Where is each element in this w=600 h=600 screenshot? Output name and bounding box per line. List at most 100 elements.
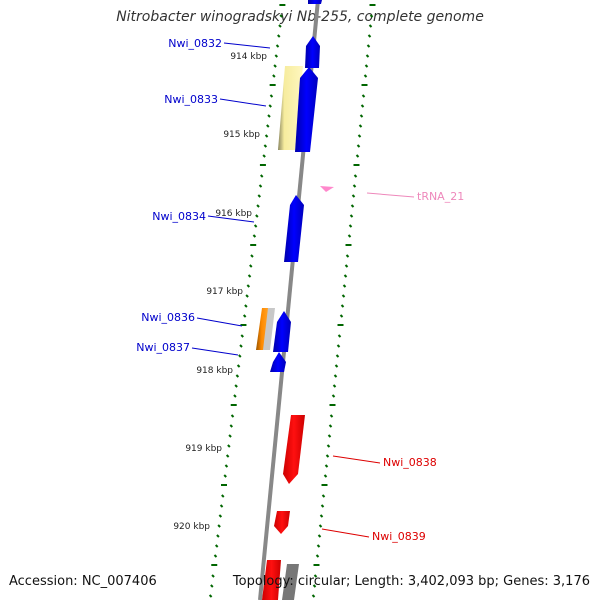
scale-tick — [358, 124, 363, 128]
scale-tick — [258, 184, 263, 188]
scale-tick — [324, 464, 329, 468]
gene-arrow-nwi-0837-a[interactable] — [273, 311, 291, 352]
scale-tick — [367, 34, 372, 38]
gene-label-nwi-0833[interactable]: Nwi_0833 — [164, 93, 218, 106]
scale-tick — [219, 504, 224, 508]
gene-label-nwi-0832[interactable]: Nwi_0832 — [168, 37, 222, 50]
scale-tick — [256, 204, 260, 208]
scale-label-919: 919 kbp — [185, 444, 222, 454]
scale-tick — [341, 294, 346, 298]
scale-tick — [355, 154, 360, 158]
scale-tick — [328, 424, 333, 428]
scale-tick — [230, 414, 235, 418]
scale-tick — [311, 594, 316, 598]
scale-tick — [208, 594, 213, 598]
scale-tick — [229, 424, 233, 428]
scale-tick — [233, 394, 237, 398]
scale-tick — [266, 124, 270, 128]
gene-label-nwi-0834[interactable]: Nwi_0834 — [152, 210, 206, 223]
scale-tick — [315, 554, 320, 558]
scale-tick — [234, 384, 238, 388]
scale-tick — [252, 234, 257, 238]
scale-tick — [227, 444, 231, 448]
gene-arrow-nwi-0834[interactable] — [284, 195, 304, 262]
scale-tick — [235, 374, 240, 378]
scale-tick — [216, 534, 220, 538]
scale-tick — [365, 54, 370, 58]
trna-label-21[interactable]: tRNA_21 — [417, 190, 464, 203]
scale-tick — [344, 264, 349, 268]
outer-tick-ring — [311, 4, 376, 598]
scale-tick — [240, 334, 244, 338]
scale-tick — [236, 364, 241, 368]
gene-nwi-0836-gray[interactable] — [263, 308, 275, 350]
scale-tick — [351, 194, 356, 198]
gene-arrow-top-cut[interactable] — [308, 0, 322, 4]
scale-tick — [318, 524, 323, 528]
gene-arrow-nwi-0839[interactable] — [274, 511, 290, 534]
scale-tick — [279, 14, 283, 18]
scale-tick — [352, 184, 357, 188]
scale-tick — [361, 94, 366, 98]
scale-label-916: 916 kbp — [215, 209, 252, 219]
scale-tick — [245, 294, 249, 298]
scale-tick — [325, 454, 330, 458]
scale-tick — [357, 134, 362, 138]
scale-tick — [242, 314, 247, 318]
accession-label: Accession: NC_007406 — [9, 574, 157, 589]
gene-arrow-nwi-0838[interactable] — [283, 415, 305, 484]
scale-tick — [347, 234, 352, 238]
scale-tick — [334, 364, 339, 368]
scale-tick — [213, 554, 218, 558]
scale-tick — [214, 544, 219, 548]
scale-tick — [221, 494, 225, 498]
gene-arrow-nwi-0837-b[interactable] — [270, 352, 286, 372]
scale-tick — [255, 214, 259, 218]
scale-tick — [332, 384, 337, 388]
gene-bottom-gray[interactable] — [282, 564, 299, 600]
gene-nwi-0836-orange[interactable] — [256, 308, 270, 350]
scale-label-915: 915 kbp — [223, 130, 260, 140]
trna-marker[interactable] — [320, 186, 334, 192]
scale-tick — [268, 104, 272, 108]
gene-label-nwi-0838[interactable]: Nwi_0838 — [383, 456, 437, 469]
scale-tick — [312, 584, 317, 588]
scale-tick — [343, 274, 348, 278]
inner-scale-ring — [208, 4, 286, 598]
gene-label-nwi-0837[interactable]: Nwi_0837 — [136, 341, 190, 354]
scale-tick — [239, 344, 243, 348]
scale-tick — [333, 374, 338, 378]
scale-label-917: 917 kbp — [206, 287, 243, 297]
scale-tick — [272, 74, 276, 78]
scale-tick — [224, 464, 229, 468]
scale-tick — [337, 334, 342, 338]
scale-tick — [321, 494, 326, 498]
scale-tick — [217, 524, 221, 528]
scale-tick — [223, 474, 227, 478]
gene-arrow-nwi-0832[interactable] — [305, 36, 320, 68]
scale-tick — [327, 434, 332, 438]
scale-tick — [277, 34, 281, 38]
scale-tick — [316, 544, 321, 548]
scale-tick — [323, 474, 328, 478]
scale-tick — [360, 104, 365, 108]
scale-tick — [260, 174, 264, 178]
scale-tick — [249, 264, 253, 268]
scale-tick — [353, 174, 358, 178]
gene-arrow-nwi-0833[interactable] — [295, 67, 318, 152]
scale-tick — [359, 114, 364, 118]
gene-arrow-bottom-red[interactable] — [262, 560, 281, 600]
scale-tick — [211, 574, 215, 578]
scale-tick — [363, 74, 368, 78]
scale-tick — [356, 144, 361, 148]
scale-tick — [368, 24, 373, 28]
gene-label-nwi-0839[interactable]: Nwi_0839 — [372, 530, 426, 543]
topology-label: Topology: circular; Length: 3,402,093 bp… — [232, 574, 590, 589]
scale-tick — [342, 284, 347, 288]
scale-tick — [263, 144, 268, 148]
gene-label-nwi-0836[interactable]: Nwi_0836 — [141, 311, 195, 324]
scale-tick — [250, 254, 254, 258]
scale-tick — [313, 574, 318, 578]
scale-tick — [274, 54, 279, 58]
